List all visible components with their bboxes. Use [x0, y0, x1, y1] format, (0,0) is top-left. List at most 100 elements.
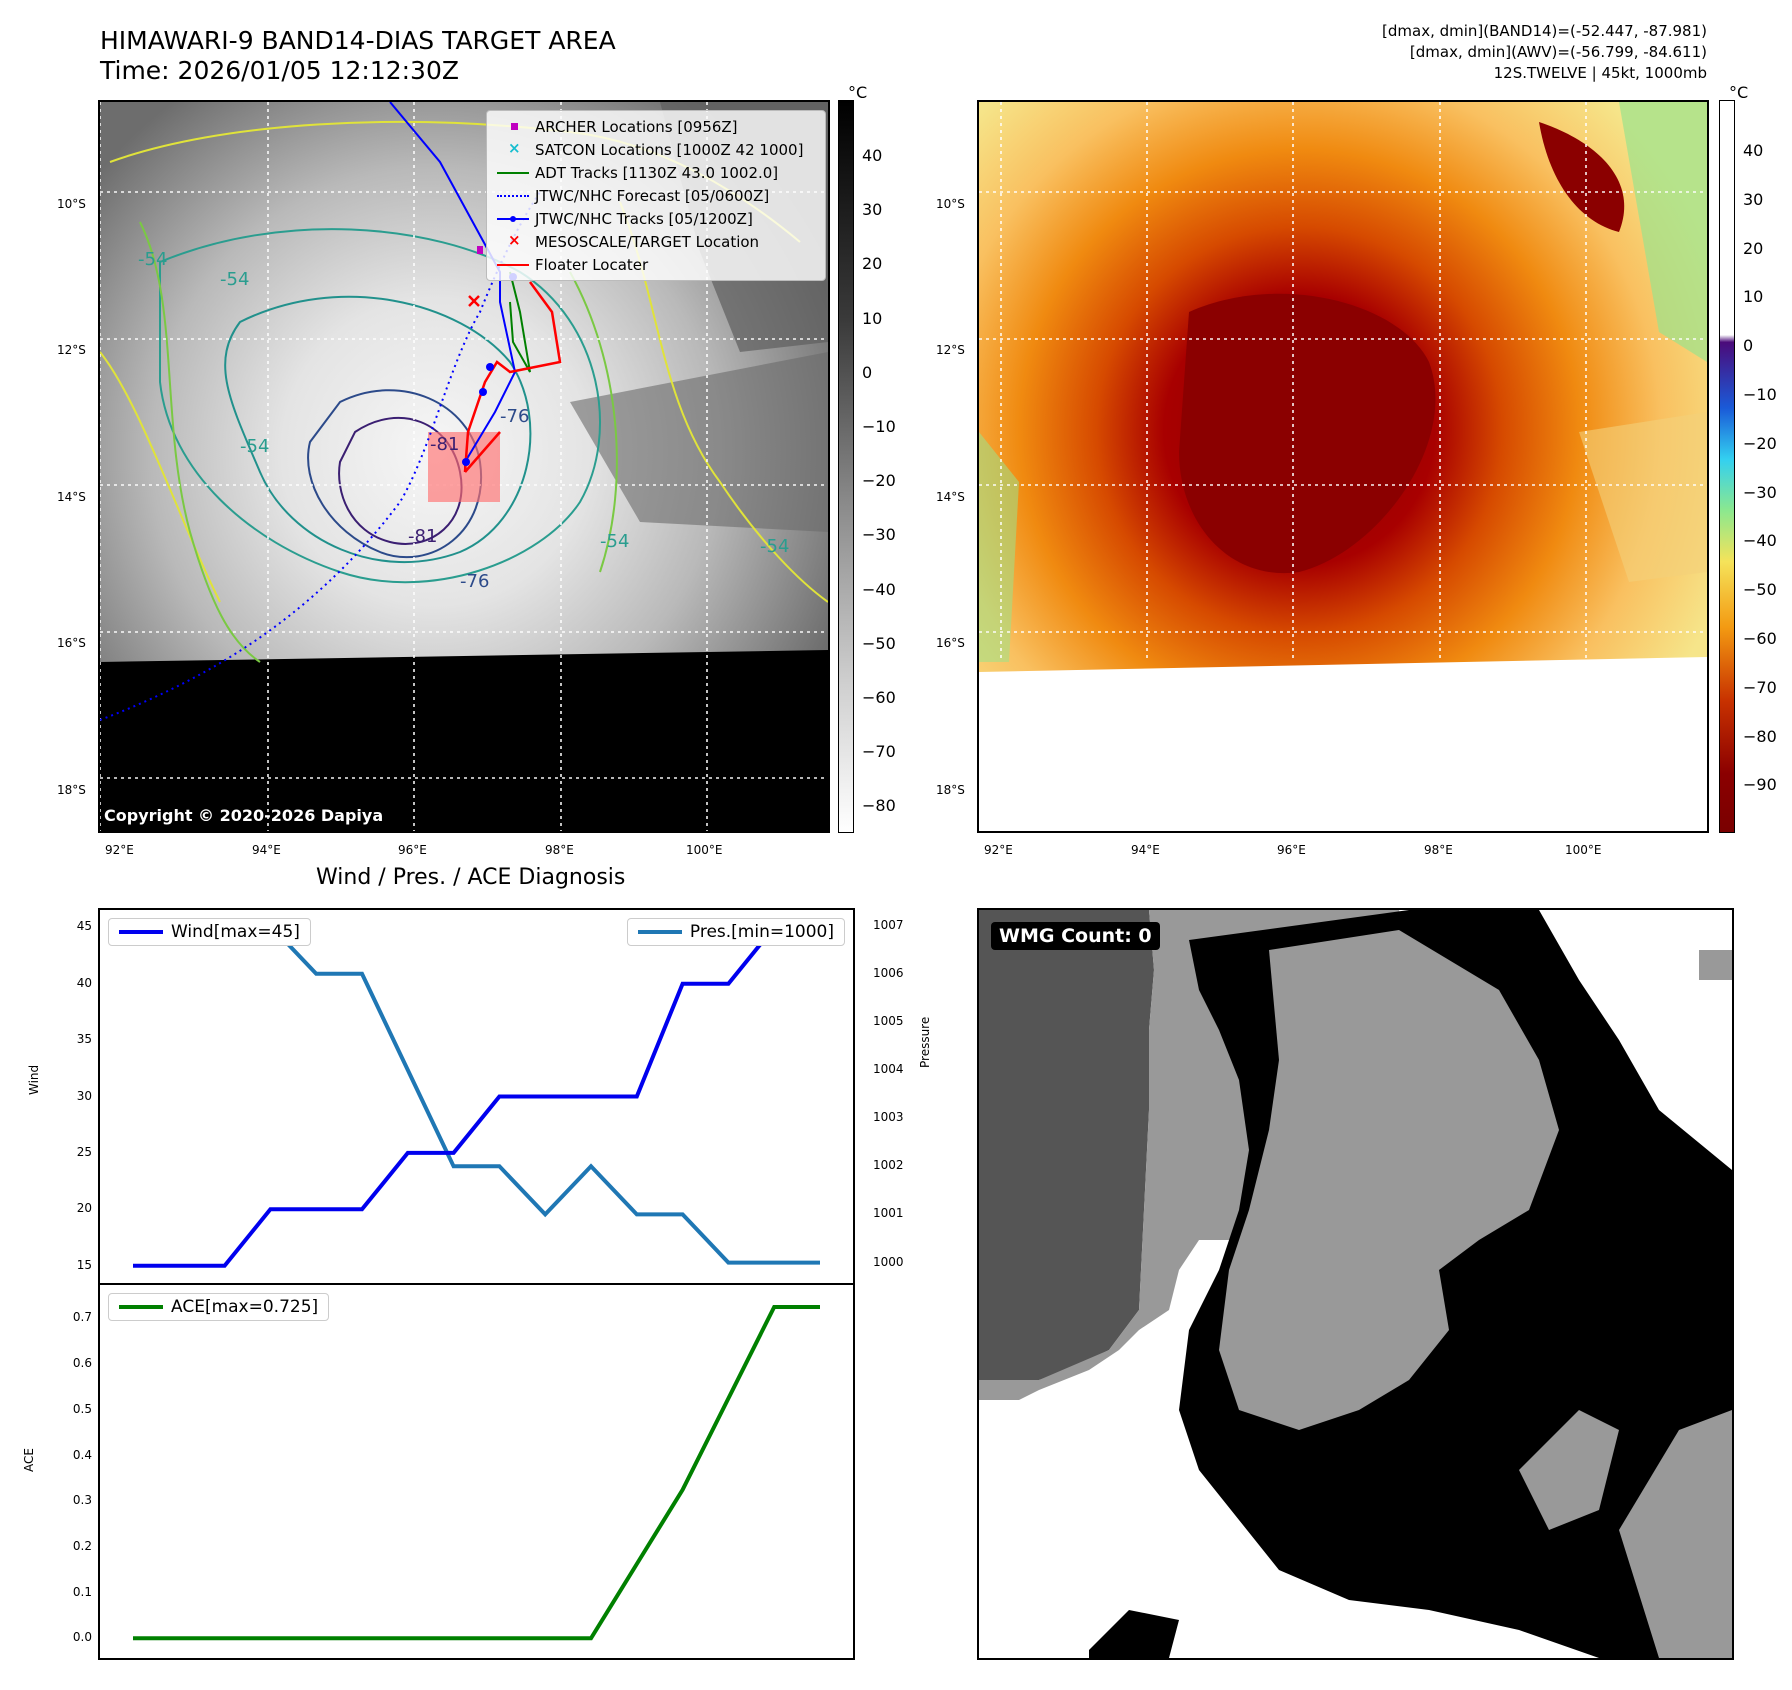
- colorbar-tick: 30: [862, 200, 883, 220]
- awv-map-panel: [977, 100, 1709, 833]
- lat-label: 18°S: [57, 783, 86, 797]
- colorbar-tick: −20: [1743, 433, 1777, 453]
- lon-label: 96°E: [398, 843, 427, 857]
- lat-label: 18°S: [936, 783, 965, 797]
- lat-label: 14°S: [57, 490, 86, 504]
- colorbar-tick: 40: [862, 146, 883, 165]
- copyright-text: Copyright © 2020-2026 Dapiya: [104, 806, 384, 825]
- lat-label: 16°S: [936, 636, 965, 650]
- line-icon: [495, 163, 535, 183]
- wind-tick: 20: [76, 1201, 92, 1216]
- colorbar-tick: −80: [1743, 726, 1777, 746]
- contour-label: -54: [220, 269, 249, 290]
- wind-tick: 25: [76, 1144, 92, 1159]
- band14-map-panel: -54 -54 -81 -76 -54 -54 -76 -54 -81 Copy…: [98, 100, 830, 833]
- colorbar-tick: 40: [1743, 141, 1764, 160]
- lat-label: 12°S: [57, 343, 86, 357]
- pressure-axis-label: Pressure: [918, 1016, 932, 1068]
- colorbar-tick: −40: [862, 579, 896, 599]
- line-icon: [495, 255, 535, 275]
- wind-legend: Wind[max=45]: [108, 918, 311, 946]
- lon-label: 94°E: [252, 843, 281, 857]
- colorbar-tick: 20: [1743, 238, 1764, 258]
- ace-line-icon: [119, 1305, 163, 1309]
- colorbar-tick: −10: [1743, 385, 1777, 404]
- contour-label: -54: [240, 436, 269, 457]
- colorbar-tick: −40: [1743, 531, 1777, 551]
- x-marker-icon: ×: [508, 230, 521, 249]
- contour-label: -76: [500, 406, 529, 427]
- lon-label: 94°E: [1131, 843, 1160, 857]
- colorbar-tick: −80: [862, 796, 896, 816]
- wind-pressure-plot: [133, 923, 820, 1268]
- colorbar-tick: −10: [862, 417, 896, 436]
- wind-tick: 40: [76, 975, 92, 990]
- legend-row-adt: ADT Tracks [1130Z 43.0 1002.0]: [495, 161, 817, 184]
- ace-tick: 0.0: [72, 1630, 92, 1645]
- colorbar-tick: 10: [862, 308, 883, 328]
- lon-label: 100°E: [1565, 843, 1602, 857]
- gray-colorbar: [838, 100, 854, 833]
- ace-tick: 0.3: [72, 1493, 92, 1508]
- colorbar-tick: −60: [862, 688, 896, 707]
- wind-pressure-chart: Wind[max=45] Pres.[min=1000]: [98, 908, 855, 1285]
- colorbar-tick: −50: [862, 633, 896, 653]
- lon-label: 98°E: [545, 843, 574, 857]
- ace-tick: 0.6: [72, 1356, 92, 1371]
- colorbar-tick: −60: [1743, 629, 1777, 648]
- ace-line: [133, 1305, 820, 1641]
- lon-label: 92°E: [105, 843, 134, 857]
- contour-label: -81: [408, 526, 437, 547]
- colorbar-tick: −30: [862, 525, 896, 545]
- pressure-tick: 1002: [873, 1158, 904, 1173]
- wind-tick: 30: [76, 1088, 92, 1103]
- colorbar-tick: −50: [1743, 580, 1777, 600]
- colorbar-unit: °C: [1729, 83, 1749, 102]
- dotted-line-icon: [495, 186, 535, 206]
- wind-tick: 35: [76, 1032, 92, 1047]
- lat-label: 12°S: [936, 343, 965, 357]
- square-marker-icon: [495, 117, 535, 137]
- awv-map-image: [979, 102, 1707, 831]
- wind-line-icon: [119, 930, 163, 934]
- ace-axis-label: ACE: [22, 1448, 36, 1472]
- colorbar-tick: −70: [862, 742, 896, 762]
- colorbar-tick: −30: [1743, 482, 1777, 502]
- colorbar-unit: °C: [848, 83, 868, 102]
- color-colorbar: [1719, 100, 1735, 833]
- ace-chart: ACE[max=0.725]: [98, 1283, 855, 1660]
- legend-row-archer: ARCHER Locations [0956Z]: [495, 115, 817, 138]
- wind-axis-label: Wind: [27, 1064, 41, 1095]
- lat-label: 16°S: [57, 636, 86, 650]
- lon-label: 92°E: [984, 843, 1013, 857]
- lat-label: 10°S: [57, 197, 86, 211]
- band14-range-info: [dmax, dmin](BAND14)=(-52.447, -87.981): [1382, 22, 1707, 40]
- ace-tick: 0.2: [72, 1538, 92, 1553]
- contour-label: -54: [138, 249, 167, 270]
- colorbar-tick: −90: [1743, 775, 1777, 795]
- colorbar-tick: 0: [1743, 336, 1754, 356]
- colorbar-tick: 10: [1743, 287, 1764, 307]
- wind-tick: 45: [76, 919, 92, 934]
- pressure-tick: 1006: [873, 965, 904, 980]
- ace-tick: 0.7: [72, 1310, 92, 1325]
- contour-label: -81: [430, 434, 459, 455]
- pressure-tick: 1001: [873, 1206, 904, 1221]
- diagnosis-chart-title: Wind / Pres. / ACE Diagnosis: [316, 865, 626, 890]
- x-marker-icon: ×: [508, 138, 521, 157]
- ace-tick: 0.5: [72, 1401, 92, 1416]
- pressure-tick: 1005: [873, 1013, 904, 1028]
- colorbar-tick: −70: [1743, 677, 1777, 697]
- legend-row-tracks: JTWC/NHC Tracks [05/1200Z]: [495, 207, 817, 230]
- pressure-tick: 1003: [873, 1110, 904, 1125]
- lon-label: 100°E: [686, 843, 723, 857]
- pressure-legend: Pres.[min=1000]: [626, 918, 845, 946]
- contour-label: -54: [760, 536, 789, 557]
- pressure-tick: 1004: [873, 1062, 904, 1077]
- wind-line: [133, 925, 820, 1268]
- colorbar-tick: −20: [862, 471, 896, 491]
- figure-time: Time: 2026/01/05 12:12:30Z: [100, 56, 459, 85]
- colorbar-tick: 20: [862, 254, 883, 274]
- awv-range-info: [dmax, dmin](AWV)=(-56.799, -84.611): [1409, 43, 1707, 61]
- legend-row-satcon: × SATCON Locations [1000Z 42 1000]: [495, 138, 817, 161]
